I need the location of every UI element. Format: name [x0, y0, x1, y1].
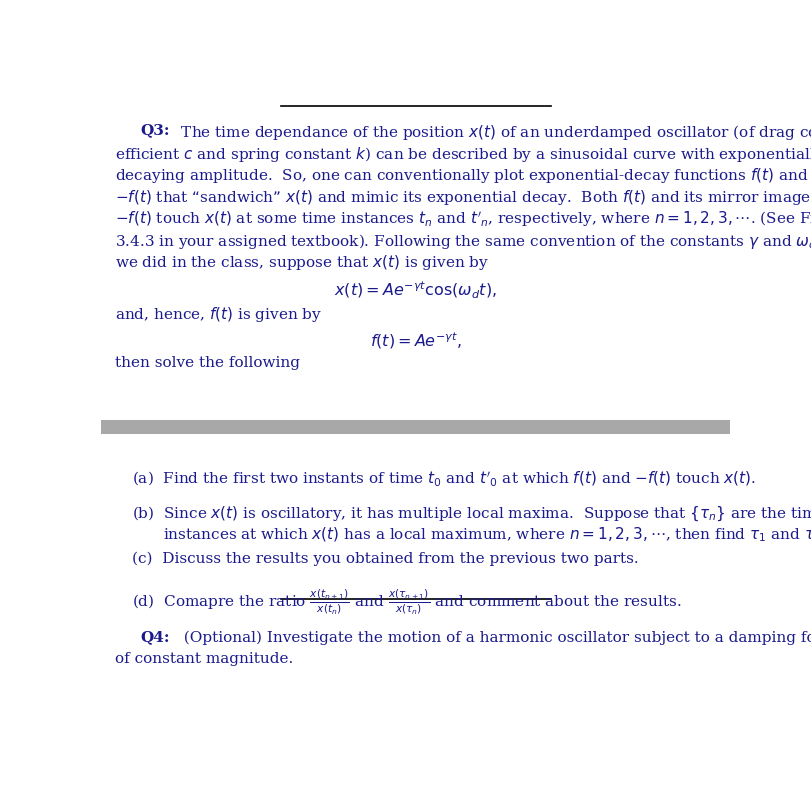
Text: instances at which $x(t)$ has a local maximum, where $n=1,2,3,\cdots$, then find: instances at which $x(t)$ has a local ma… [163, 526, 811, 545]
Text: $-f(t)$ touch $x(t)$ at some time instances $t_n$ and $t'_n$, respectively, wher: $-f(t)$ touch $x(t)$ at some time instan… [115, 210, 811, 230]
Text: decaying amplitude.  So, one can conventionally plot exponential-decay functions: decaying amplitude. So, one can conventi… [115, 166, 809, 185]
Text: efficient $c$ and spring constant $k$) can be described by a sinusoidal curve wi: efficient $c$ and spring constant $k$) c… [115, 145, 811, 164]
Text: and, hence, $f(t)$ is given by: and, hence, $f(t)$ is given by [115, 305, 323, 324]
Text: (b)  Since $x(t)$ is oscillatory, it has multiple local maxima.  Suppose that $\: (b) Since $x(t)$ is oscillatory, it has … [131, 504, 811, 523]
Text: Q3:: Q3: [140, 123, 169, 137]
Text: The time dependance of the position $x(t)$ of an underdamped oscillator (of drag: The time dependance of the position $x(t… [175, 123, 811, 142]
Text: $x(t) = Ae^{-\gamma t}\cos(\omega_d t),$: $x(t) = Ae^{-\gamma t}\cos(\omega_d t),$ [334, 280, 497, 301]
Text: (d)  Comapre the ratio $\frac{x(t_{n+1})}{x(t_n)}$ and $\frac{x(\tau_{n+1})}{x(\: (d) Comapre the ratio $\frac{x(t_{n+1})}… [131, 588, 681, 617]
Text: (a)  Find the first two instants of time $t_0$ and $t'_0$ at which $f(t)$ and $-: (a) Find the first two instants of time … [131, 469, 756, 488]
Text: (Optional) Investigate the motion of a harmonic oscillator subject to a damping : (Optional) Investigate the motion of a h… [174, 630, 811, 645]
Text: we did in the class, suppose that $x(t)$ is given by: we did in the class, suppose that $x(t)$… [115, 254, 489, 273]
Text: of constant magnitude.: of constant magnitude. [115, 652, 294, 666]
Text: $f(t) = Ae^{-\gamma t},$: $f(t) = Ae^{-\gamma t},$ [370, 331, 461, 351]
Text: Q4:: Q4: [140, 630, 169, 645]
Bar [101, 421, 730, 434]
Text: $-f(t)$ that “sandwich” $x(t)$ and mimic its exponential decay.  Both $f(t)$ and: $-f(t)$ that “sandwich” $x(t)$ and mimic… [115, 188, 811, 207]
Text: (c)  Discuss the results you obtained from the previous two parts.: (c) Discuss the results you obtained fro… [131, 552, 638, 566]
Text: then solve the following: then solve the following [115, 356, 300, 370]
Text: 3.4.3 in your assigned textbook). Following the same convention of the constants: 3.4.3 in your assigned textbook). Follow… [115, 231, 811, 250]
